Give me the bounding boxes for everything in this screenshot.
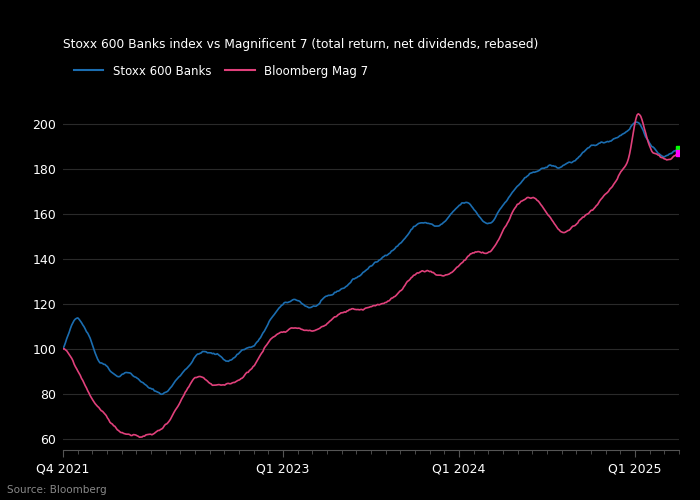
Legend: Stoxx 600 Banks, Bloomberg Mag 7: Stoxx 600 Banks, Bloomberg Mag 7 (69, 60, 373, 82)
Text: Source: Bloomberg: Source: Bloomberg (7, 485, 106, 495)
Text: Stoxx 600 Banks index vs Magnificent 7 (total return, net dividends, rebased): Stoxx 600 Banks index vs Magnificent 7 (… (63, 38, 538, 51)
